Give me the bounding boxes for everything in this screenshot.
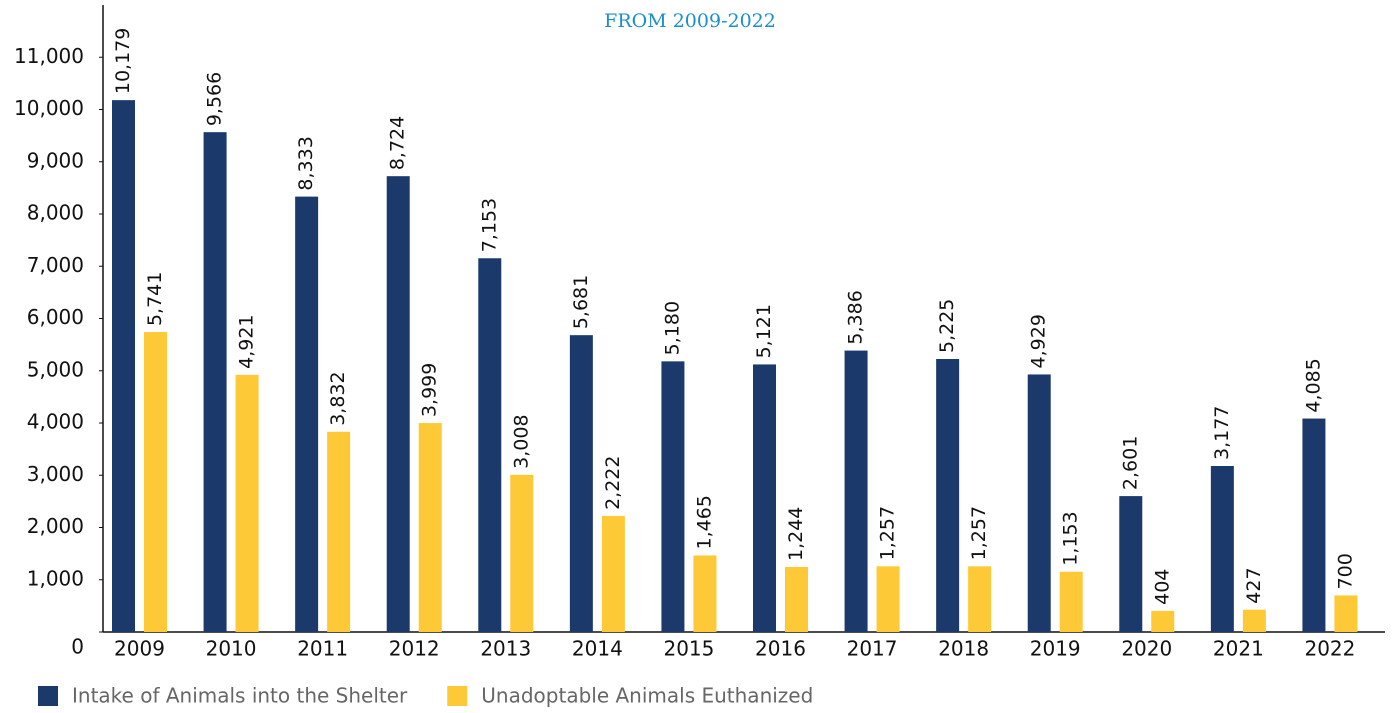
bar <box>1210 466 1234 632</box>
data-label: 4,921 <box>236 314 258 368</box>
bar <box>418 423 442 632</box>
y-tick-label: 11,000 <box>14 44 84 68</box>
data-label: 4,929 <box>1028 314 1050 368</box>
legend-swatch <box>38 686 58 706</box>
bar <box>510 474 534 632</box>
bar <box>601 515 625 632</box>
y-tick-label: 7,000 <box>27 253 84 277</box>
bar <box>753 364 776 632</box>
y-tick-label: 0 <box>71 635 84 659</box>
bar <box>295 196 319 632</box>
x-tick-label: 2015 <box>663 637 714 661</box>
bar <box>844 350 868 632</box>
data-label: 1,244 <box>785 507 807 561</box>
data-label: 5,741 <box>144 272 166 326</box>
x-tick-label: 2019 <box>1030 637 1081 661</box>
data-label: 8,333 <box>295 136 317 190</box>
x-tick-label: 2016 <box>755 637 806 661</box>
y-tick-label: 4,000 <box>27 410 84 434</box>
data-label: 4,085 <box>1302 358 1324 412</box>
data-label: 5,121 <box>753 304 775 358</box>
data-label: 9,566 <box>204 72 226 126</box>
bar <box>1302 418 1326 632</box>
x-tick-label: 2012 <box>389 637 440 661</box>
y-tick-label: 2,000 <box>27 514 84 538</box>
bar <box>327 431 351 632</box>
x-tick-label: 2014 <box>572 637 623 661</box>
x-tick-label: 2020 <box>1121 637 1172 661</box>
data-label: 3,008 <box>510 414 532 468</box>
y-tick-label: 8,000 <box>27 201 84 225</box>
data-label: 5,180 <box>661 301 683 355</box>
x-tick-label: 2022 <box>1304 637 1355 661</box>
bar <box>112 100 135 633</box>
bar <box>968 566 992 632</box>
data-label: 8,724 <box>387 116 409 170</box>
x-tick-label: 2013 <box>480 637 531 661</box>
bar <box>1027 374 1051 632</box>
data-label: 1,465 <box>693 495 715 549</box>
data-label: 1,257 <box>877 506 899 560</box>
y-tick-label: 5,000 <box>27 357 84 381</box>
bar <box>785 567 808 632</box>
y-tick-label: 1,000 <box>27 566 84 590</box>
legend-swatch <box>447 686 468 706</box>
data-label: 3,999 <box>419 363 441 417</box>
x-tick-label: 2010 <box>206 637 257 661</box>
data-label: 10,179 <box>112 28 134 94</box>
y-tick-label: 3,000 <box>27 462 84 486</box>
bar <box>693 555 717 632</box>
data-label: 5,386 <box>845 290 867 344</box>
bar <box>203 132 227 632</box>
bar <box>1119 496 1143 632</box>
bar <box>936 358 960 632</box>
x-tick-label: 2009 <box>114 637 165 661</box>
data-label: 2,222 <box>602 455 624 509</box>
x-tick-label: 2011 <box>297 637 348 661</box>
bar <box>144 332 167 632</box>
bar <box>661 361 685 632</box>
bar <box>1151 610 1175 632</box>
bar <box>569 335 593 632</box>
legend-label: Intake of Animals into the Shelter <box>72 684 408 708</box>
data-label: 5,225 <box>936 299 958 353</box>
y-tick-label: 10,000 <box>14 96 84 120</box>
legend-label: Unadoptable Animals Euthanized <box>481 684 813 708</box>
data-label: 427 <box>1243 567 1265 603</box>
bar <box>876 566 900 632</box>
x-tick-label: 2021 <box>1213 637 1264 661</box>
data-label: 7,153 <box>478 198 500 252</box>
data-label: 3,177 <box>1211 406 1233 460</box>
data-label: 5,681 <box>570 275 592 329</box>
bar <box>235 374 259 632</box>
x-tick-label: 2017 <box>847 637 898 661</box>
bar <box>1242 609 1266 632</box>
data-label: 1,153 <box>1060 511 1082 565</box>
bar <box>386 176 410 632</box>
data-label: 404 <box>1151 569 1173 605</box>
y-tick-label: 9,000 <box>27 148 84 172</box>
bar <box>1059 571 1083 632</box>
y-tick-label: 6,000 <box>27 305 84 329</box>
data-label: 3,832 <box>327 371 349 425</box>
bar <box>478 258 502 632</box>
data-label: 1,257 <box>968 506 990 560</box>
bar <box>1334 595 1358 632</box>
x-tick-label: 2018 <box>938 637 989 661</box>
data-label: 2,601 <box>1119 436 1141 490</box>
data-label: 700 <box>1334 553 1356 589</box>
chart-title: FROM 2009-2022 <box>604 10 776 32</box>
